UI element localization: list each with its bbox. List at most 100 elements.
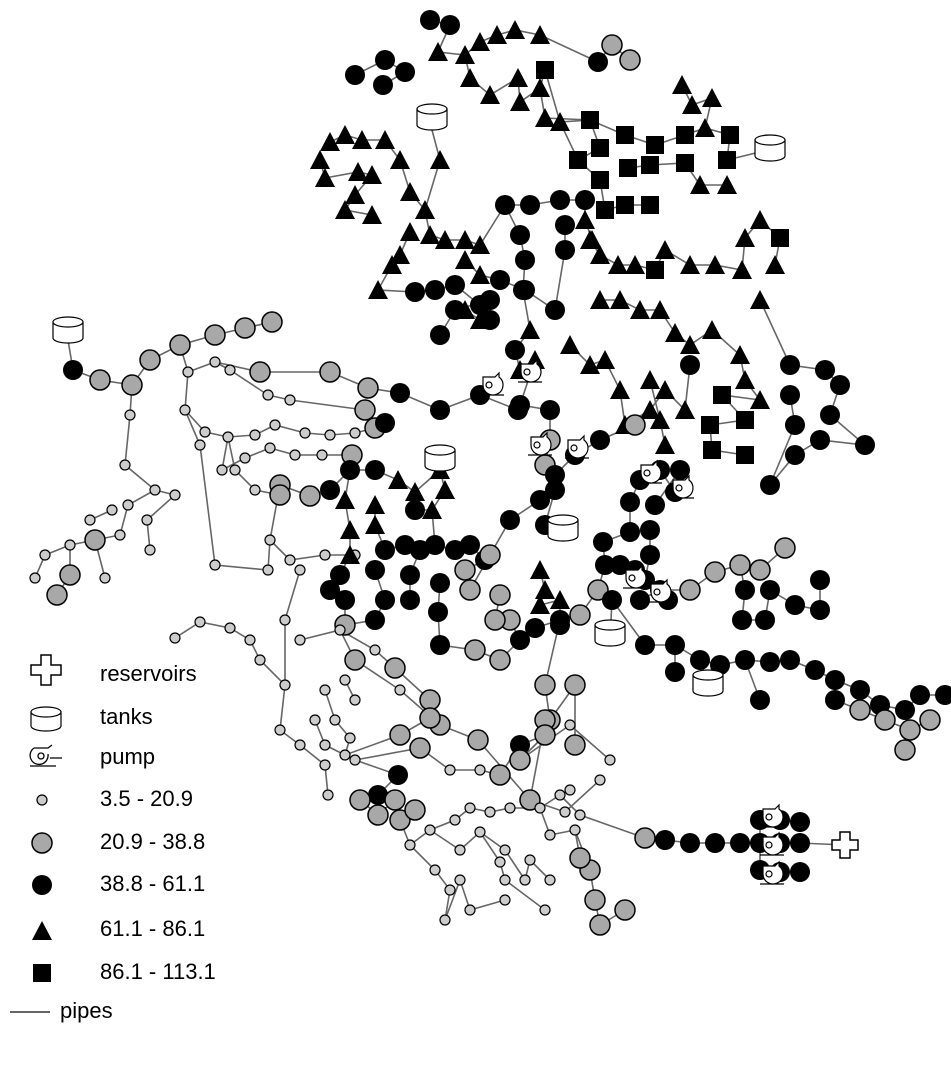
junction-small bbox=[150, 485, 160, 495]
junction-gray bbox=[460, 580, 480, 600]
junction-small bbox=[465, 803, 475, 813]
junction-small bbox=[450, 815, 460, 825]
junction-small bbox=[605, 755, 615, 765]
junction-triangle bbox=[765, 255, 785, 274]
junction-black bbox=[515, 250, 535, 270]
tank bbox=[595, 620, 625, 646]
junction-black bbox=[810, 600, 830, 620]
junction-black bbox=[345, 65, 365, 85]
legend-square-node bbox=[33, 964, 51, 982]
junction-gray bbox=[490, 585, 510, 605]
junction-black bbox=[855, 435, 875, 455]
junction-triangle bbox=[702, 88, 722, 107]
junction-black bbox=[815, 360, 835, 380]
junction-small bbox=[445, 885, 455, 895]
junction-gray bbox=[90, 370, 110, 390]
junction-black bbox=[785, 415, 805, 435]
junction-small bbox=[565, 720, 575, 730]
junction-triangle bbox=[348, 162, 368, 181]
pipe bbox=[125, 385, 175, 550]
junction-square bbox=[596, 201, 614, 219]
junction-triangle bbox=[610, 380, 630, 399]
tank bbox=[53, 317, 83, 343]
junction-black bbox=[430, 325, 450, 345]
junction-gray bbox=[585, 890, 605, 910]
junction-gray bbox=[615, 900, 635, 920]
junction-gray bbox=[705, 562, 725, 582]
junction-gray bbox=[85, 530, 105, 550]
junction-small bbox=[245, 635, 255, 645]
junction-black bbox=[405, 282, 425, 302]
junction-black bbox=[550, 615, 570, 635]
junction-small bbox=[320, 685, 330, 695]
junction-small bbox=[330, 715, 340, 725]
junction-small bbox=[270, 420, 280, 430]
junction-black bbox=[375, 540, 395, 560]
pump-rotor bbox=[524, 369, 530, 375]
junction-black bbox=[550, 190, 570, 210]
junction-black bbox=[430, 573, 450, 593]
junction-square bbox=[569, 151, 587, 169]
junction-small bbox=[40, 550, 50, 560]
junction-square bbox=[713, 386, 731, 404]
junction-black bbox=[760, 652, 780, 672]
junction-small bbox=[505, 803, 515, 813]
junction-black bbox=[365, 560, 385, 580]
junction-black bbox=[602, 590, 622, 610]
junction-small bbox=[535, 803, 545, 813]
junction-small bbox=[575, 810, 585, 820]
junction-small bbox=[280, 680, 290, 690]
junction-black bbox=[405, 500, 425, 520]
junction-black bbox=[525, 618, 545, 638]
legend-label: pipes bbox=[60, 998, 113, 1023]
junction-small bbox=[595, 775, 605, 785]
junction-small bbox=[200, 427, 210, 437]
junction-triangle bbox=[365, 515, 385, 534]
junction-square bbox=[676, 126, 694, 144]
junction-black bbox=[320, 480, 340, 500]
junction-gray bbox=[122, 375, 142, 395]
junction-gray bbox=[420, 690, 440, 710]
junction-small bbox=[455, 845, 465, 855]
junction-black bbox=[790, 833, 810, 853]
junction-black bbox=[805, 660, 825, 680]
junction-black bbox=[440, 15, 460, 35]
junction-black bbox=[705, 833, 725, 853]
junction-black bbox=[780, 385, 800, 405]
junction-gray bbox=[895, 740, 915, 760]
legend-small-node bbox=[37, 795, 47, 805]
junction-square bbox=[591, 139, 609, 157]
junction-gray bbox=[535, 725, 555, 745]
junction-black bbox=[508, 400, 528, 420]
junction-small bbox=[370, 645, 380, 655]
tank bbox=[417, 104, 447, 130]
junction-black bbox=[490, 270, 510, 290]
junction-gray bbox=[850, 700, 870, 720]
junction-small bbox=[565, 785, 575, 795]
junction-triangle bbox=[340, 520, 360, 539]
junction-gray bbox=[565, 675, 585, 695]
junction-square bbox=[536, 61, 554, 79]
junction-black bbox=[665, 662, 685, 682]
junction-small bbox=[100, 573, 110, 583]
junction-triangle bbox=[735, 228, 755, 247]
junction-black bbox=[430, 635, 450, 655]
junction-black bbox=[400, 590, 420, 610]
junction-small bbox=[285, 395, 295, 405]
junction-small bbox=[250, 430, 260, 440]
tank-top bbox=[755, 135, 785, 145]
junction-gray bbox=[900, 720, 920, 740]
junction-gray bbox=[235, 318, 255, 338]
junction-triangle bbox=[665, 323, 685, 342]
junction-small bbox=[295, 565, 305, 575]
junction-black bbox=[690, 650, 710, 670]
junction-gray bbox=[535, 675, 555, 695]
tank-top bbox=[53, 317, 83, 327]
legend-black-node bbox=[32, 875, 52, 895]
legend-label: pump bbox=[100, 744, 155, 769]
junction-small bbox=[30, 573, 40, 583]
junction-triangle bbox=[428, 42, 448, 61]
junction-small bbox=[500, 845, 510, 855]
junction-gray bbox=[385, 658, 405, 678]
junction-black bbox=[555, 215, 575, 235]
